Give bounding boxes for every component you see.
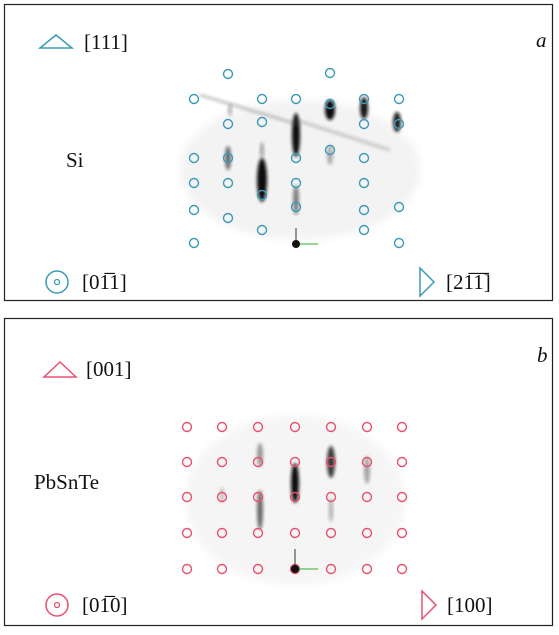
lattice-point (183, 565, 192, 574)
direction-label: [001] (86, 357, 132, 381)
origin (291, 565, 299, 573)
material-label: PbSnTe (34, 470, 99, 494)
lattice-point (395, 95, 404, 104)
lattice-point (218, 565, 227, 574)
figure: [111] a Si [01̅1] [21̅1̅] [001] b PbSnTe… (0, 0, 559, 630)
streak (360, 97, 368, 119)
lattice-point (190, 95, 199, 104)
diffraction-spots (180, 95, 420, 240)
material-label: Si (66, 148, 84, 172)
streak (325, 100, 335, 120)
direction-icon (40, 35, 72, 48)
streak (257, 158, 267, 202)
direction-icon (46, 271, 68, 293)
lattice-point (326, 69, 335, 78)
lattice-point (363, 423, 372, 432)
panel-label: b (537, 343, 548, 367)
direction-label: [111] (84, 30, 128, 54)
direction-label: [01̅1] (82, 270, 127, 294)
page: [111] a Si [01̅1] [21̅1̅] [001] b PbSnTe… (0, 0, 559, 635)
streak (260, 142, 264, 158)
lattice-point (183, 529, 192, 538)
lattice-point (218, 423, 227, 432)
lattice-point (190, 206, 199, 215)
lattice-point (224, 70, 233, 79)
direction-label: [100] (447, 593, 493, 617)
lattice-point (183, 458, 192, 467)
direction-label: [01̅0] (82, 593, 128, 617)
lattice-point (190, 239, 199, 248)
lattice-point (258, 95, 267, 104)
streak (225, 146, 231, 170)
panel-label: a (536, 28, 547, 52)
lattice-point (398, 565, 407, 574)
direction-label: [21̅1̅] (446, 270, 491, 294)
streak (327, 446, 335, 478)
direction-icon (420, 268, 434, 296)
lattice-point (363, 565, 372, 574)
direction-icon (44, 362, 76, 377)
lattice-point (395, 239, 404, 248)
lattice-point (398, 458, 407, 467)
streak (364, 456, 370, 484)
direction-icon (46, 594, 68, 616)
streak (291, 463, 299, 503)
origin (292, 240, 300, 248)
direction-icon (422, 591, 436, 619)
direction-icon (55, 280, 60, 285)
lattice-point (398, 529, 407, 538)
direction-icon (55, 603, 60, 608)
lattice-point (183, 423, 192, 432)
lattice-point (398, 423, 407, 432)
